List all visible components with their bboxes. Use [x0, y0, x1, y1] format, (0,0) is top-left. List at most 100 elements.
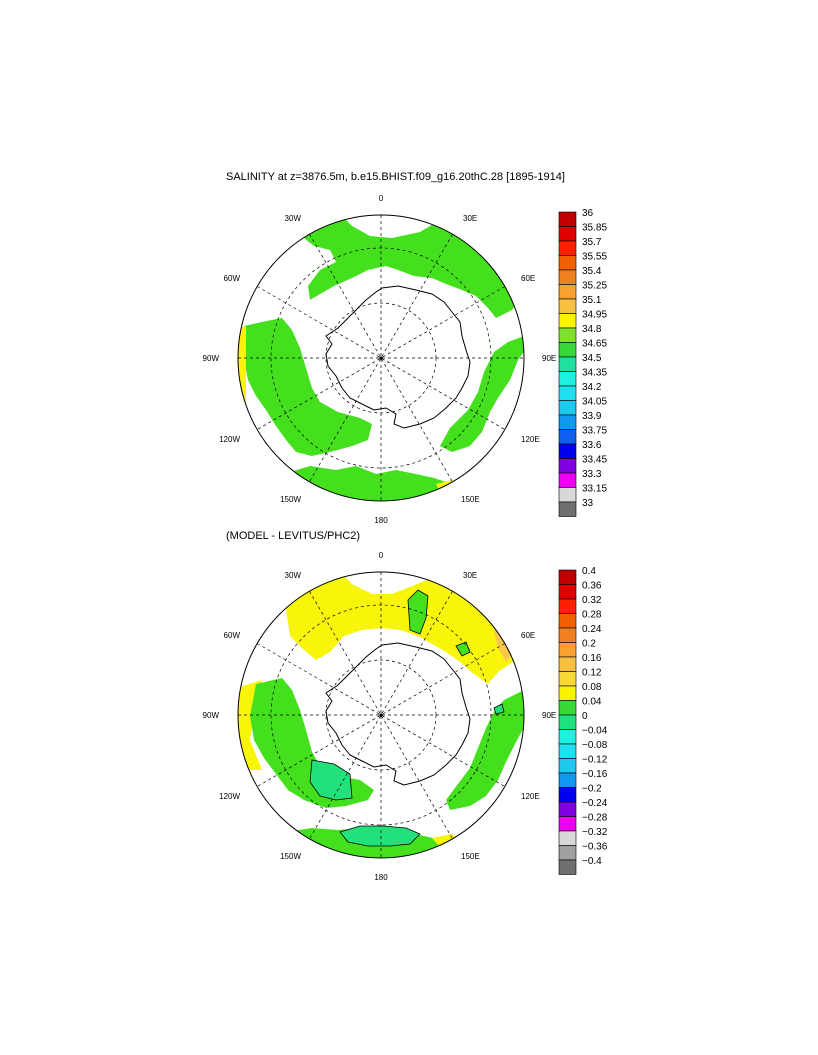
panel1-lon-label: 60E: [521, 274, 535, 283]
colorbar-box: [558, 414, 577, 430]
panel1-title: SALINITY at z=3876.5m, b.e15.BHIST.f09_g…: [226, 171, 565, 183]
colorbar-label: 35.7: [582, 237, 602, 248]
colorbar-box: [558, 584, 577, 600]
panel1-lon-labels: 0 30E 60E 90E 120E 150E 180 150W 120W 90…: [203, 194, 557, 525]
panel1-lon-label: 30E: [463, 214, 477, 223]
panel2-field-atlantic-green-patch: [407, 589, 429, 635]
colorbar-label: 0.2: [582, 639, 596, 650]
colorbar-box: [558, 714, 577, 730]
colorbar-label: 35.25: [582, 281, 607, 292]
colorbar-label: −0.12: [582, 755, 608, 766]
colorbar-box: [558, 859, 577, 875]
colorbar-label: 34.8: [582, 324, 602, 335]
colorbar-box: [558, 255, 577, 271]
colorbar-box: [558, 598, 577, 614]
colorbar-label: 0.4: [582, 566, 596, 577]
panel2-field-aqua-small: [493, 703, 505, 715]
colorbar-label: 0: [582, 711, 588, 722]
colorbar-label: 33.6: [582, 440, 602, 451]
colorbar-label: 35.55: [582, 252, 607, 263]
panel1-lon-label: 30W: [285, 214, 302, 223]
colorbar-label: 34.95: [582, 310, 607, 321]
colorbar-box: [558, 313, 577, 329]
colorbar-label: 33.15: [582, 484, 607, 495]
colorbar-label: −0.2: [582, 784, 602, 795]
panel1-field-pacific-south: [290, 466, 460, 501]
colorbar-box: [558, 211, 577, 227]
colorbar-box: [558, 830, 577, 846]
panel2-lon-label: 150W: [280, 852, 301, 861]
colorbar-label: 0.08: [582, 682, 602, 693]
panel1-antarctica-outline: [325, 285, 471, 429]
panel1-gridlines: [238, 215, 524, 501]
colorbar-label: 36: [582, 208, 594, 219]
colorbar-label: 0.12: [582, 668, 602, 679]
panel2-field-pacific-south: [286, 828, 462, 858]
colorbar-label: 35.85: [582, 223, 607, 234]
colorbar-label: 33.3: [582, 469, 602, 480]
colorbar-label: 0.28: [582, 610, 602, 621]
colorbar-box: [558, 327, 577, 343]
colorbar-box: [558, 371, 577, 387]
colorbar-box: [558, 613, 577, 629]
panel2-field-yellow-150e: [432, 834, 462, 852]
colorbar-box: [558, 429, 577, 445]
panel1-lon-label: 60W: [224, 274, 241, 283]
colorbar-box: [558, 342, 577, 358]
colorbar-box: [558, 269, 577, 285]
colorbar-label: −0.32: [582, 827, 608, 838]
panel2-lon-label: 90W: [203, 711, 220, 720]
colorbar-label: 0.24: [582, 624, 602, 635]
colorbar-label: 33.75: [582, 426, 607, 437]
colorbar-box: [558, 729, 577, 745]
colorbar-box: [558, 472, 577, 488]
panel2-field-green-60e: [455, 641, 471, 657]
colorbar-label: 0.32: [582, 595, 602, 606]
colorbar-label: −0.24: [582, 798, 608, 809]
panel2-gridlines: [238, 572, 524, 858]
colorbar-label: −0.4: [582, 856, 602, 867]
panel1-map: 0 30E 60E 90E 120E 150E 180 150W 120W 90…: [203, 194, 608, 525]
panel1-lon-label: 0: [379, 194, 384, 203]
panel1-lon-label: 90W: [203, 354, 220, 363]
colorbar-label: −0.28: [582, 813, 608, 824]
panel2-field-atlantic-yellow: [286, 572, 516, 684]
panel2-lon-label: 90E: [542, 711, 556, 720]
colorbar-label: 34.35: [582, 368, 607, 379]
panel2-lon-label: 150E: [461, 852, 480, 861]
panel1-lon-label: 180: [374, 516, 388, 525]
colorbar-box: [558, 801, 577, 817]
panel1-lon-label: 120E: [521, 435, 540, 444]
panel2-map-border: [237, 571, 525, 859]
colorbar-label: 0.04: [582, 697, 602, 708]
panel1-lon-label: 150E: [461, 495, 480, 504]
colorbar-label: 34.5: [582, 353, 602, 364]
colorbar-box: [558, 787, 577, 803]
colorbar-box: [558, 226, 577, 242]
colorbar-label: 35.4: [582, 266, 602, 277]
colorbar-box: [558, 758, 577, 774]
colorbar-box: [558, 501, 577, 517]
colorbar-box: [558, 656, 577, 672]
panel1-colorbar: 36 35.85 35.7 35.55 35.4 35.25 35.1 34.95 34.8 34…: [558, 208, 607, 517]
colorbar-label: −0.16: [582, 769, 608, 780]
panel1-lon-label: 120W: [219, 435, 240, 444]
colorbar-label: 33: [582, 498, 594, 509]
colorbar-box: [558, 569, 577, 585]
colorbar-box: [558, 845, 577, 861]
panel1-field-yellow-90w: [238, 326, 246, 402]
panel2-field-aqua-patch: [309, 759, 353, 801]
panel2-lon-label: 60W: [224, 631, 241, 640]
colorbar-box: [558, 772, 577, 788]
panel2-map: 0 30E 60E 90E 120E 150E 180 150W 120W 90…: [203, 551, 608, 882]
panel1-field-pacific-west: [244, 318, 372, 456]
panel2-field-aqua-south: [339, 825, 421, 847]
colorbar-box: [558, 385, 577, 401]
panel2-title: (MODEL - LEVITUS/PHC2): [226, 530, 361, 542]
panel2-lon-label: 60E: [521, 631, 535, 640]
colorbar-box: [558, 700, 577, 716]
colorbar-box: [558, 685, 577, 701]
colorbar-box: [558, 743, 577, 759]
colorbar-label: 0.36: [582, 581, 602, 592]
panel1-field-indian-sector: [440, 330, 524, 452]
